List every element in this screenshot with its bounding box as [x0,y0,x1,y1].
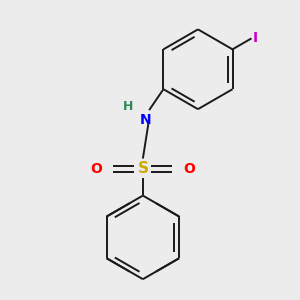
Text: O: O [184,162,196,176]
Text: N: N [140,113,151,127]
Text: S: S [137,161,148,176]
Text: O: O [90,162,102,176]
Text: H: H [123,100,134,113]
Text: I: I [253,31,258,45]
